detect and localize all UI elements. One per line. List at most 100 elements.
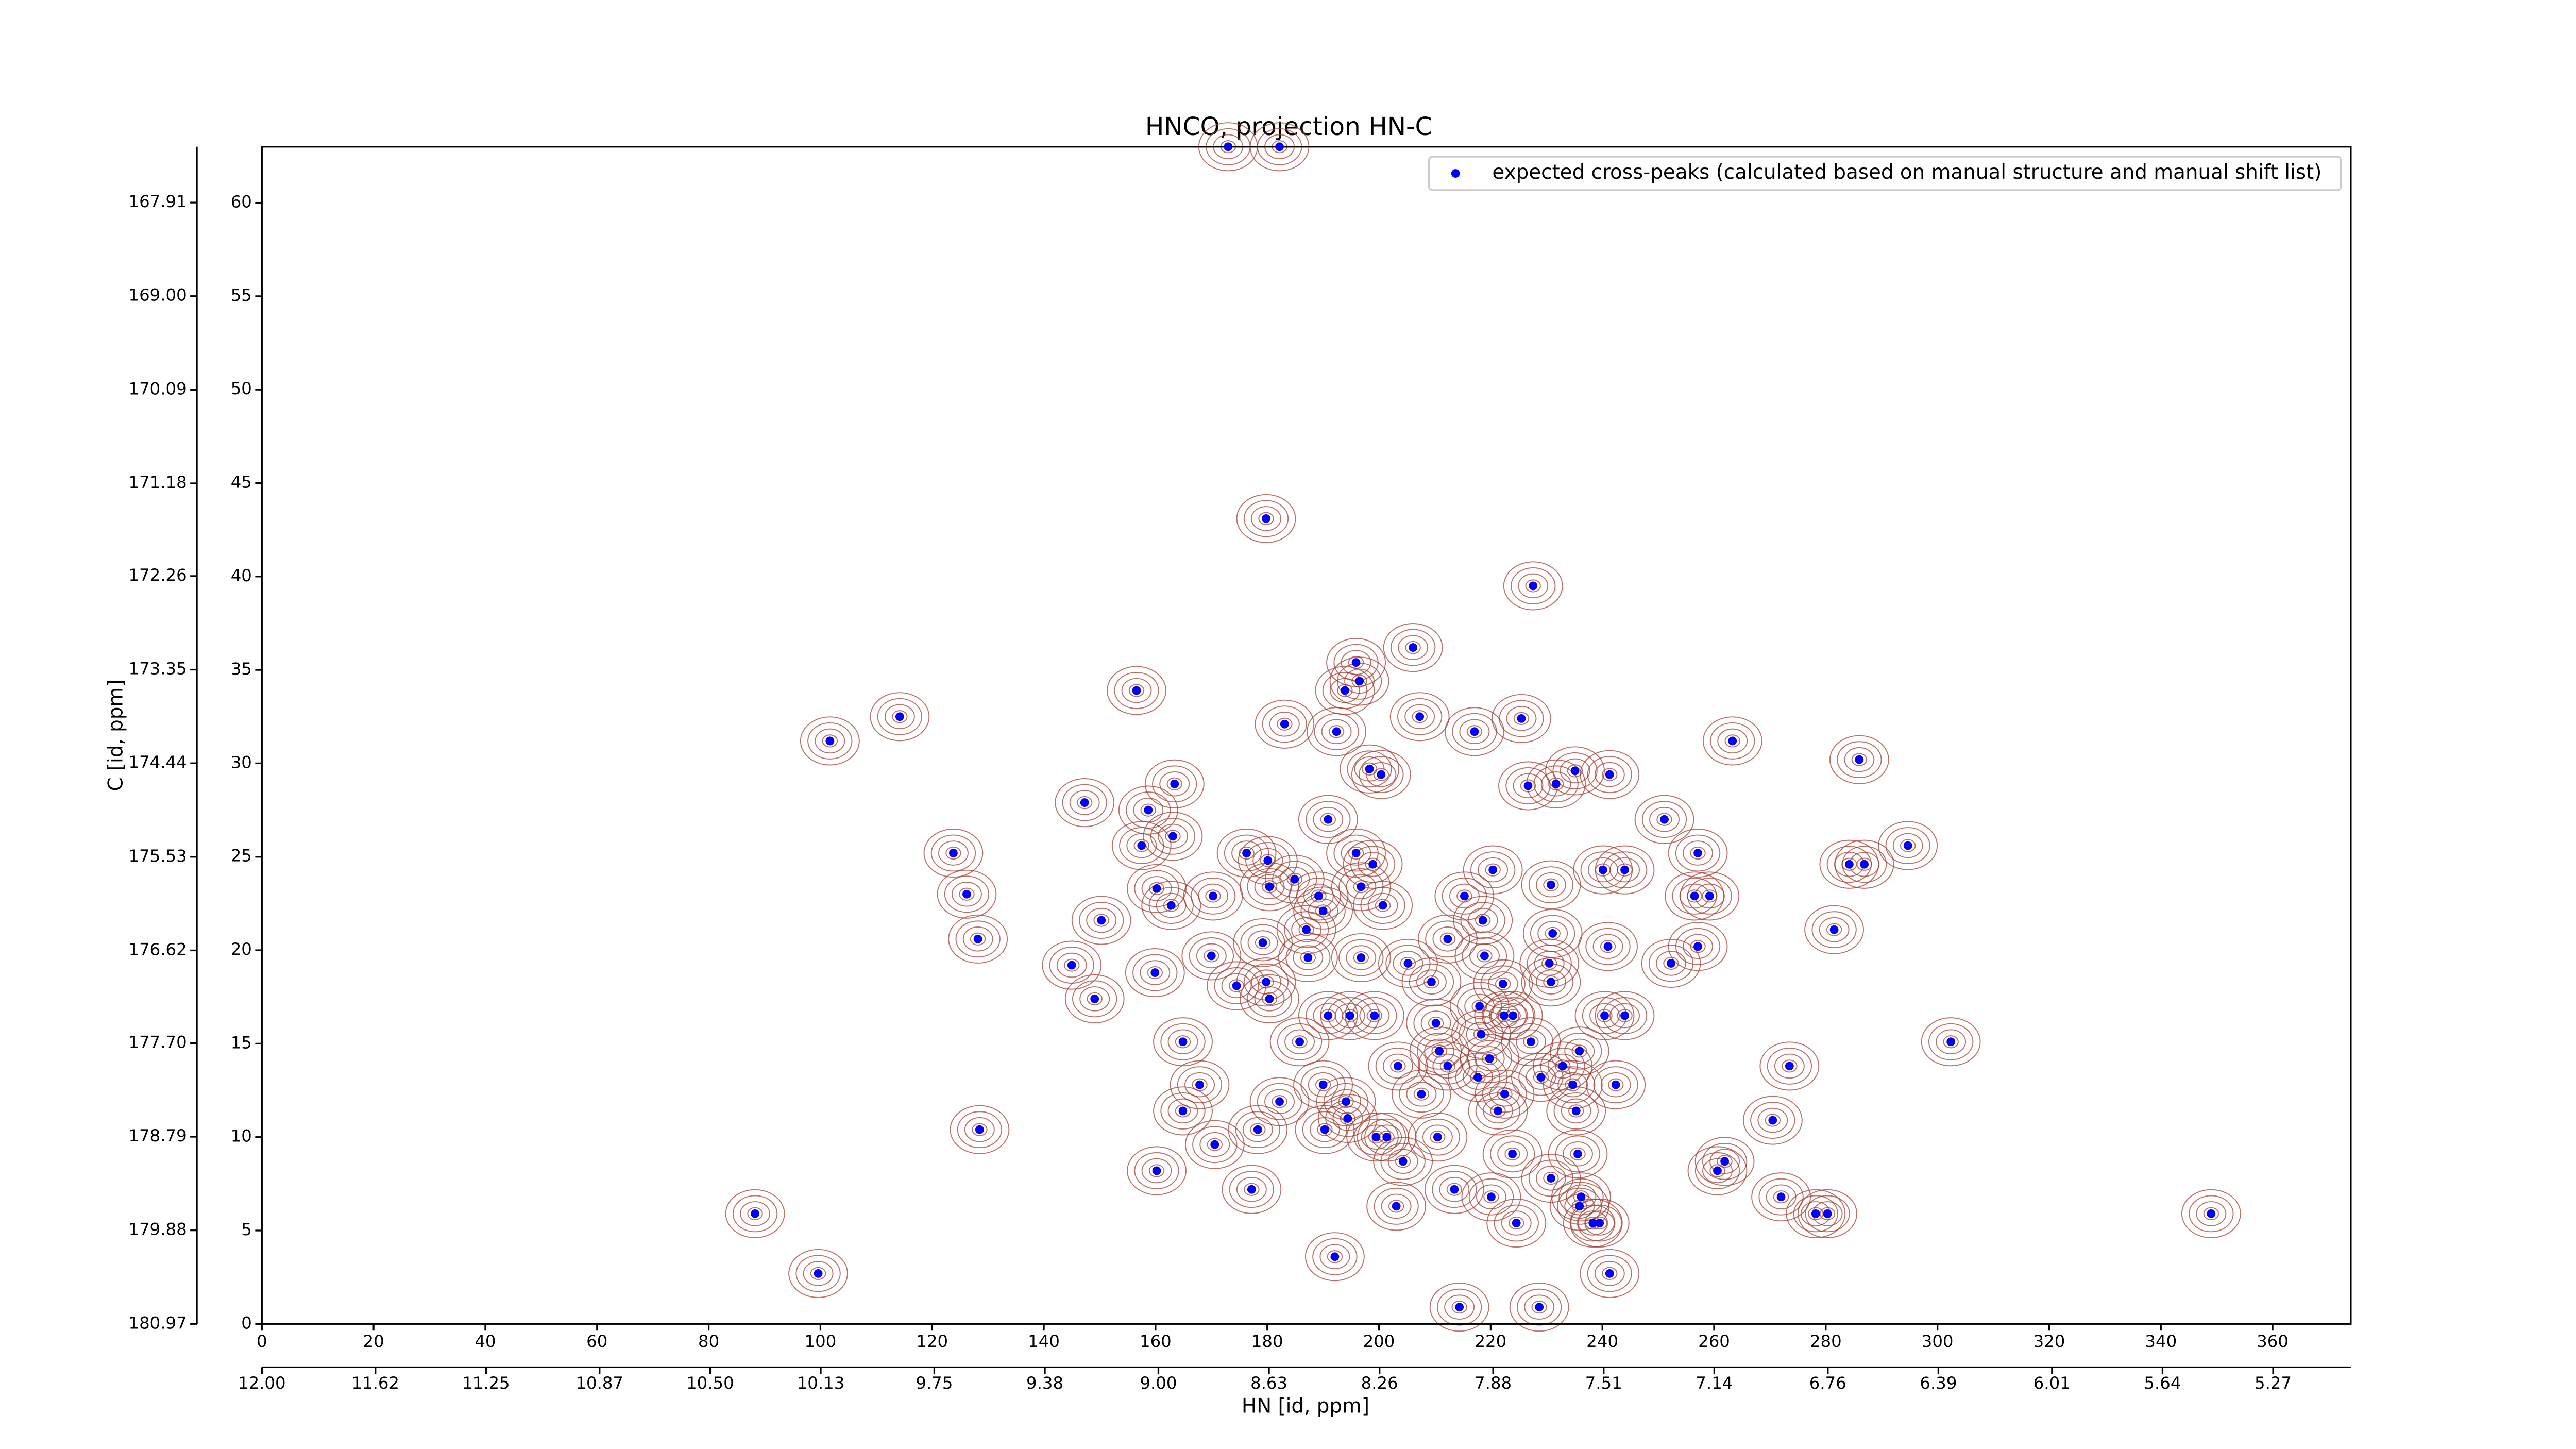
contour — [1409, 963, 1454, 1001]
contour — [1055, 778, 1115, 828]
contour — [1499, 700, 1544, 737]
contour — [1609, 857, 1640, 883]
contour — [1228, 979, 1245, 992]
contour — [1607, 1078, 1624, 1091]
contour — [1428, 1016, 1444, 1030]
cross-peak — [1262, 514, 1270, 523]
contour — [807, 722, 853, 760]
contour — [1346, 874, 1377, 900]
contour — [1148, 1164, 1165, 1177]
cross-peak — [1351, 849, 1361, 857]
contour — [950, 1105, 1010, 1154]
contour — [1553, 1092, 1599, 1130]
contour — [1247, 930, 1278, 955]
contour — [1328, 725, 1345, 738]
contour — [1564, 1038, 1595, 1064]
contour — [1518, 1058, 1564, 1096]
contour — [1540, 1047, 1585, 1085]
contour — [1805, 1195, 1850, 1233]
cross-peak — [1595, 1219, 1604, 1227]
contour — [1086, 907, 1117, 933]
contour — [1466, 725, 1483, 738]
contour — [1071, 896, 1131, 945]
contour — [1385, 945, 1431, 982]
cross-peak — [1168, 832, 1177, 841]
contour — [1829, 735, 1889, 784]
contour — [1509, 1216, 1524, 1230]
contour — [1758, 1178, 1804, 1216]
contour — [1808, 1207, 1824, 1220]
contour — [1483, 991, 1543, 1040]
contour — [1327, 1250, 1343, 1263]
cross-peak — [1435, 1047, 1444, 1056]
contour — [1391, 1069, 1451, 1119]
cross-peak — [1573, 1149, 1582, 1158]
contour — [1412, 710, 1428, 723]
cross-peak — [975, 1125, 984, 1134]
contour — [1408, 1113, 1468, 1162]
cross-peak — [1332, 727, 1341, 736]
contour — [1170, 1060, 1230, 1109]
cross-peak — [1330, 1252, 1340, 1261]
contour — [1269, 1017, 1330, 1067]
cross-peak — [1280, 719, 1289, 729]
contour — [1488, 1003, 1519, 1029]
cross-peak — [1371, 1133, 1381, 1142]
contour — [725, 1189, 785, 1238]
contour — [1541, 956, 1557, 970]
x-tick-label: 320 — [2033, 1332, 2065, 1351]
contour — [1399, 1075, 1444, 1113]
y-tick-label: 55 — [231, 285, 252, 305]
contour — [930, 834, 976, 872]
contour — [1900, 839, 1916, 852]
cross-peak — [1494, 1106, 1502, 1116]
contour — [1473, 959, 1533, 1008]
contour — [1505, 767, 1551, 804]
y2-tick-label: 172.26 — [129, 565, 187, 585]
contour — [1405, 641, 1421, 654]
contour — [1331, 933, 1391, 983]
contour — [1395, 1155, 1411, 1168]
contour — [1528, 1159, 1574, 1197]
contour — [1373, 768, 1389, 781]
cross-peak — [1570, 766, 1580, 776]
contour — [1329, 678, 1360, 703]
cross-peak — [1431, 1019, 1440, 1027]
cross-peak — [1302, 925, 1311, 934]
cross-peak — [1263, 856, 1273, 865]
cross-peak — [1144, 805, 1153, 815]
contour — [1757, 1107, 1788, 1133]
contour — [1709, 1164, 1725, 1177]
cross-peak — [1611, 1080, 1620, 1089]
contour — [1587, 1255, 1632, 1292]
contour — [1568, 1104, 1584, 1118]
contour — [1255, 936, 1271, 950]
contour — [1114, 672, 1159, 709]
contour — [1516, 1288, 1562, 1326]
cross-peak — [1667, 959, 1675, 968]
contour — [1319, 1244, 1350, 1270]
contour — [1298, 795, 1358, 844]
contour — [944, 875, 990, 913]
cross-peak — [1473, 1073, 1482, 1082]
contour — [1072, 980, 1117, 1018]
contour — [1675, 834, 1721, 872]
contour — [1298, 923, 1314, 936]
contour — [1140, 960, 1171, 985]
contour — [1308, 898, 1338, 924]
contour — [1383, 623, 1443, 672]
contour — [1474, 991, 1534, 1040]
contour — [2196, 1201, 2227, 1226]
contour — [1133, 839, 1149, 852]
contour — [1315, 904, 1331, 918]
cross-peak — [1150, 968, 1160, 977]
x-tick-label: 200 — [1363, 1332, 1395, 1351]
contour — [1811, 911, 1857, 949]
contour — [1261, 880, 1278, 894]
contour — [1540, 771, 1571, 797]
contour — [1490, 1104, 1506, 1118]
cross-peak — [1368, 860, 1378, 869]
cross-peak — [1314, 891, 1323, 901]
cross-peak — [1137, 841, 1146, 850]
cross-peak — [1498, 979, 1507, 988]
